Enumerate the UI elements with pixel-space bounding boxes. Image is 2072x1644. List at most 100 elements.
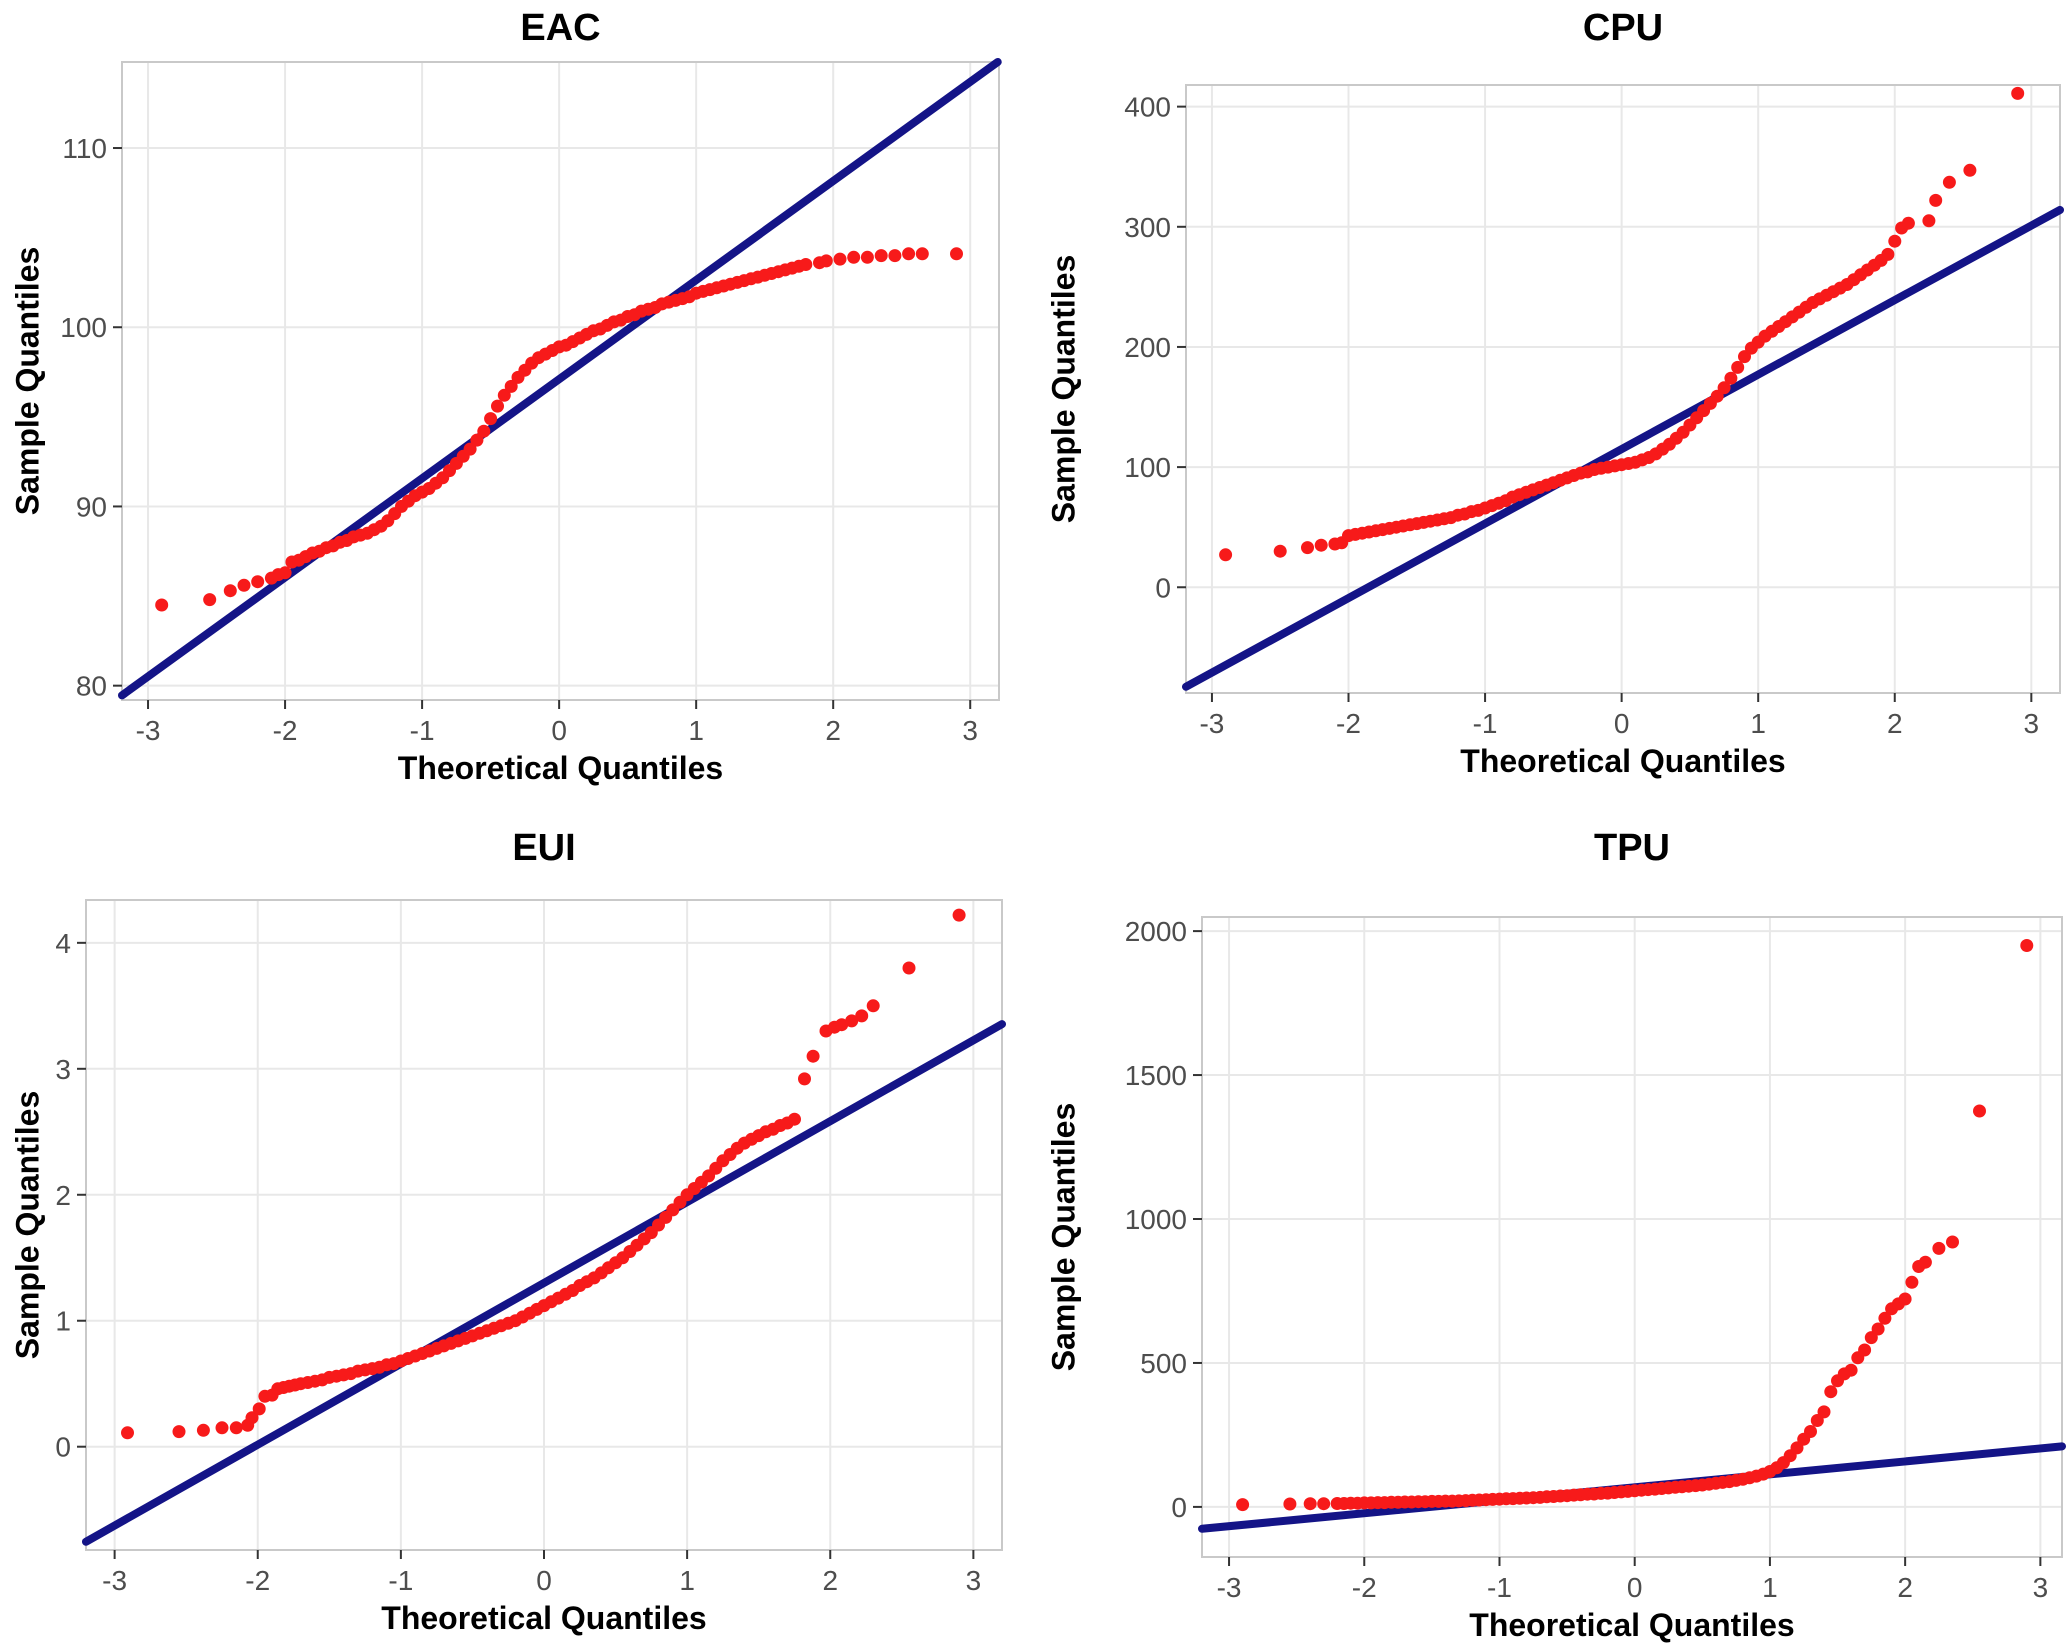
x-tick-label: 3 bbox=[966, 1565, 982, 1596]
qq-point bbox=[1303, 1497, 1317, 1511]
qq-point bbox=[1804, 1425, 1817, 1438]
qq-points bbox=[155, 247, 963, 612]
y-tick-label: 100 bbox=[60, 312, 107, 343]
eui-plot-panel: -3 -2 -1 0 1 2 3 0 1 2 3 4 bbox=[55, 899, 1006, 1596]
y-tick-label: 100 bbox=[1124, 452, 1171, 483]
qq-plot-cpu: -3 -2 -1 0 1 2 3 0 100 200 300 400 CPU Sample Quant… bbox=[1036, 0, 2072, 820]
qq-point bbox=[1901, 216, 1915, 230]
x-tick-label: 1 bbox=[679, 1565, 695, 1596]
eac-y-axis-title: Sample Quantiles bbox=[9, 246, 46, 516]
x-tick-label: -2 bbox=[245, 1565, 270, 1596]
qq-point bbox=[952, 908, 966, 922]
qq-point bbox=[1858, 1343, 1872, 1357]
qq-point bbox=[491, 399, 504, 413]
qq-point bbox=[196, 1423, 210, 1437]
cpu-x-axis-title: Theoretical Quantiles bbox=[1460, 743, 1786, 779]
qq-point bbox=[1881, 247, 1895, 261]
qq-point bbox=[237, 578, 251, 592]
qq-point bbox=[847, 250, 861, 264]
eac-x-axis-title: Theoretical Quantiles bbox=[397, 750, 724, 786]
y-tick-label: 200 bbox=[1124, 332, 1171, 363]
x-tick-label: -3 bbox=[102, 1565, 127, 1596]
x-tick-label: 2 bbox=[1887, 708, 1903, 739]
qq-point bbox=[1942, 175, 1956, 189]
qq-points bbox=[1236, 939, 2034, 1512]
y-tick-label: 0 bbox=[1171, 1492, 1187, 1523]
cpu-y-axis-title: Sample Quantiles bbox=[1045, 254, 1082, 524]
x-tick-label: -3 bbox=[1217, 1572, 1242, 1603]
qq-point bbox=[1844, 1363, 1858, 1377]
qq-point bbox=[1317, 1497, 1331, 1511]
y-tick-label: 1500 bbox=[1125, 1060, 1187, 1091]
y-tick-label: 2000 bbox=[1125, 916, 1187, 947]
qq-point bbox=[855, 1009, 869, 1023]
qq-point bbox=[1946, 1235, 1959, 1249]
eui-y-axis-title: Sample Quantiles bbox=[9, 1090, 46, 1360]
y-tick-label: 1000 bbox=[1125, 1204, 1187, 1235]
qq-point bbox=[799, 258, 813, 271]
panel-background bbox=[1186, 85, 2060, 693]
qq-point bbox=[203, 593, 217, 607]
qq-point bbox=[806, 1049, 820, 1063]
qq-point bbox=[1824, 1385, 1838, 1399]
qq-point bbox=[1717, 381, 1731, 395]
qq-point bbox=[902, 961, 916, 975]
qq-point bbox=[1973, 1104, 1986, 1118]
x-tick-label: 2 bbox=[825, 715, 841, 746]
panel-background bbox=[1202, 917, 2062, 1557]
qq-point bbox=[798, 1072, 811, 1086]
qq-point bbox=[860, 250, 874, 264]
x-tick-label: 2 bbox=[1897, 1572, 1913, 1603]
x-tick-label: 1 bbox=[1762, 1572, 1778, 1603]
qq-point bbox=[950, 247, 963, 261]
qq-point bbox=[155, 598, 169, 612]
qq-reference-line bbox=[82, 1020, 1006, 1546]
qq-point bbox=[1731, 360, 1745, 374]
qq-point bbox=[1932, 1241, 1946, 1255]
y-tick-label: 4 bbox=[55, 928, 71, 959]
qq-point bbox=[819, 254, 833, 268]
qq-point bbox=[1871, 1322, 1885, 1336]
qq-point bbox=[1878, 1311, 1892, 1325]
y-tick-label: 90 bbox=[76, 491, 107, 522]
qq-point bbox=[215, 1421, 229, 1435]
x-tick-label: -2 bbox=[1336, 708, 1361, 739]
qq-point bbox=[1888, 234, 1902, 248]
qq-reference-line bbox=[1182, 205, 2064, 691]
qq-point bbox=[874, 249, 888, 263]
qq-plot-eui: -3 -2 -1 0 1 2 3 0 1 2 3 4 EUI Sample Quantiles The… bbox=[0, 820, 1036, 1639]
x-tick-label: 3 bbox=[962, 715, 978, 746]
panel-border bbox=[1201, 916, 2063, 1558]
qq-point bbox=[888, 249, 902, 263]
y-tick-label: 1 bbox=[55, 1306, 71, 1337]
qq-point bbox=[251, 575, 265, 589]
cpu-plot-title: CPU bbox=[1582, 7, 1664, 49]
qq-point bbox=[121, 1426, 134, 1440]
y-tick-label: 400 bbox=[1124, 92, 1171, 123]
qq-point bbox=[504, 379, 518, 393]
y-tick-label: 0 bbox=[55, 1432, 71, 1463]
tpu-y-axis-title: Sample Quantiles bbox=[1045, 1102, 1082, 1372]
x-tick-label: -1 bbox=[1473, 708, 1498, 739]
qq-point bbox=[1817, 1405, 1831, 1419]
panel-border bbox=[121, 61, 1000, 701]
y-tick-label: 80 bbox=[76, 671, 107, 702]
qq-plot-eac: -3 -2 -1 0 1 2 3 80 90 100 110 EAC Sample Quantile… bbox=[0, 0, 1036, 820]
x-tick-label: 3 bbox=[2024, 708, 2040, 739]
x-tick-label: -2 bbox=[273, 715, 298, 746]
x-tick-label: -1 bbox=[1487, 1572, 1512, 1603]
qq-point bbox=[172, 1425, 186, 1439]
qq-point bbox=[1922, 214, 1936, 228]
eui-x-axis-title: Theoretical Quantiles bbox=[381, 1600, 707, 1636]
panel-border bbox=[1185, 84, 2061, 694]
qq-point bbox=[484, 412, 498, 426]
x-tick-label: -1 bbox=[388, 1565, 413, 1596]
qq-point bbox=[866, 999, 880, 1013]
x-tick-label: 0 bbox=[1627, 1572, 1643, 1603]
qq-point bbox=[1314, 538, 1328, 552]
y-tick-label: 3 bbox=[55, 1054, 71, 1085]
x-tick-label: -2 bbox=[1352, 1572, 1377, 1603]
y-tick-label: 300 bbox=[1124, 212, 1171, 243]
qq-point bbox=[1905, 1275, 1919, 1289]
